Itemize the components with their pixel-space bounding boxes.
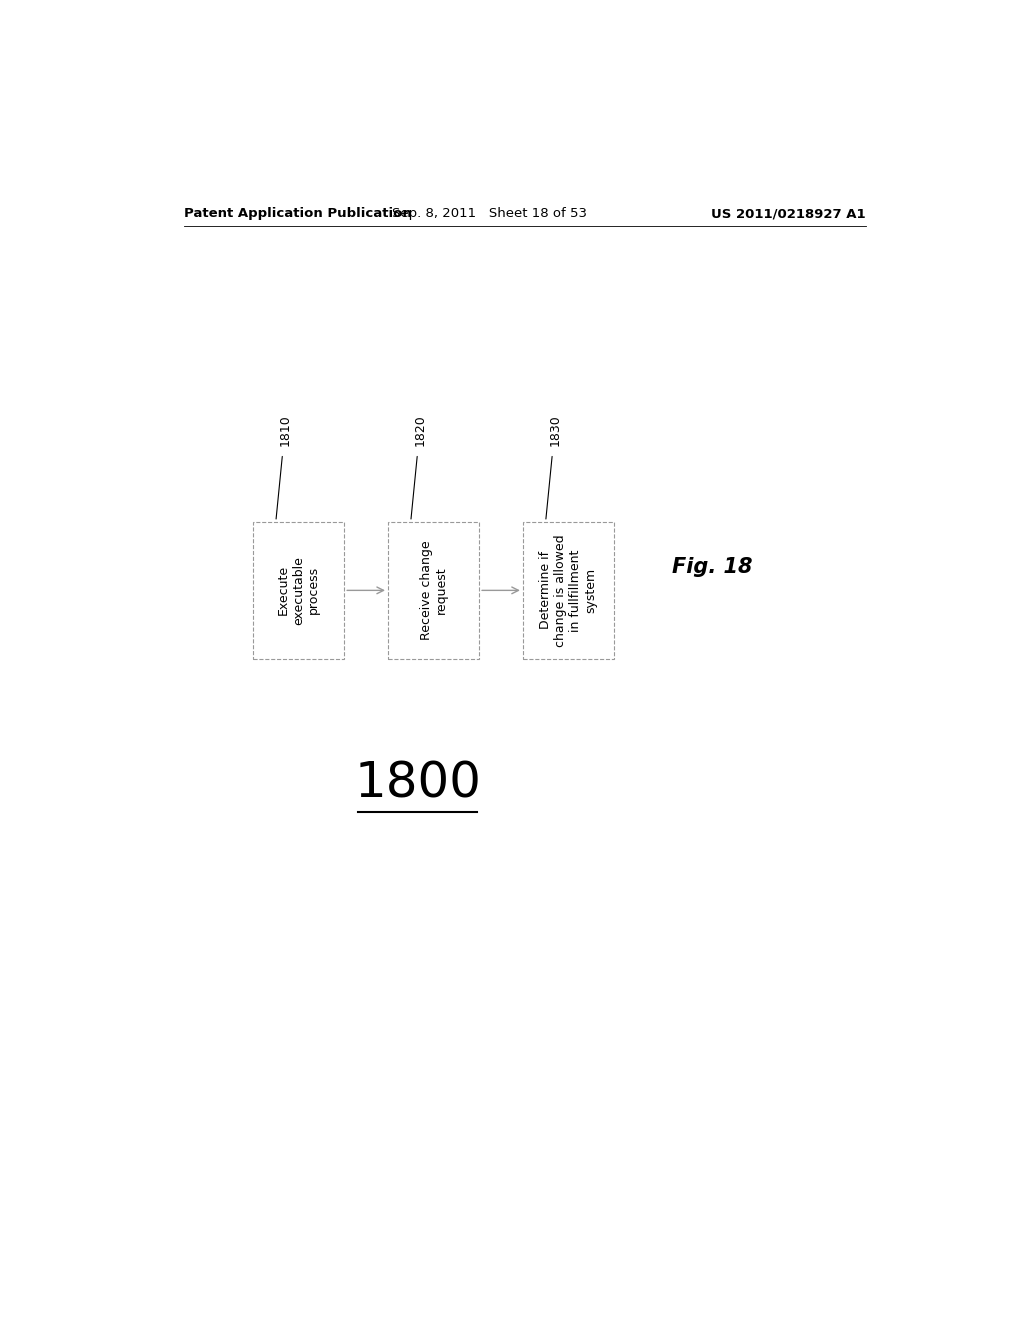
Text: Execute
executable
process: Execute executable process [278, 556, 321, 624]
Text: Receive change
request: Receive change request [420, 541, 447, 640]
Bar [388, 521, 479, 659]
Text: Fig. 18: Fig. 18 [672, 557, 752, 577]
Bar [523, 521, 614, 659]
Text: 1800: 1800 [354, 759, 481, 808]
Text: 1820: 1820 [414, 413, 426, 446]
Text: 1830: 1830 [548, 413, 561, 446]
Text: 1810: 1810 [279, 413, 292, 446]
Text: Determine if
change is allowed
in fullfillment
system: Determine if change is allowed in fullfi… [540, 535, 597, 647]
Text: US 2011/0218927 A1: US 2011/0218927 A1 [712, 207, 866, 220]
Text: Patent Application Publication: Patent Application Publication [183, 207, 412, 220]
Text: Sep. 8, 2011   Sheet 18 of 53: Sep. 8, 2011 Sheet 18 of 53 [391, 207, 587, 220]
Bar [253, 521, 344, 659]
